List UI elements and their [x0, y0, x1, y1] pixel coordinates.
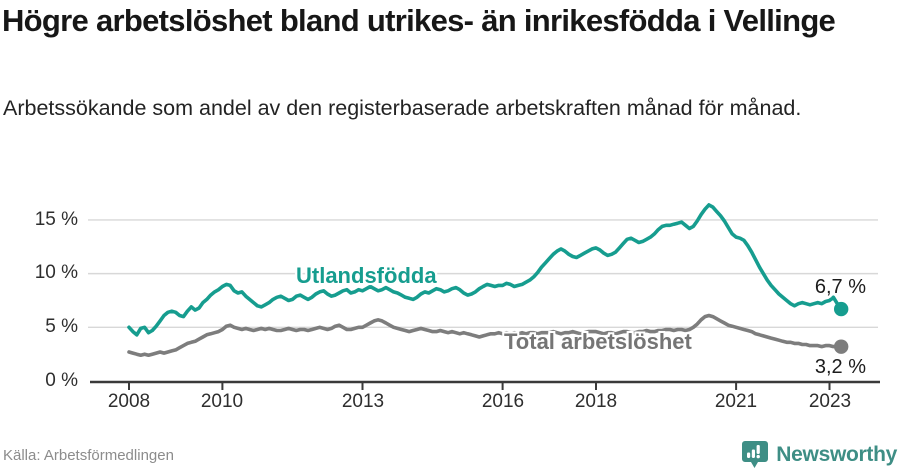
series-label-total-arbetsloshet: Total arbetslöshet	[504, 329, 692, 354]
end-value-label-utlandsfodda: 6,7 %	[814, 276, 866, 298]
x-tick-label-2016: 2016	[481, 391, 525, 412]
y-tick-label-15: 15 %	[34, 209, 78, 230]
newsworthy-logo-icon	[742, 441, 769, 468]
series-label-utlandsfodda: Utlandsfödda	[296, 263, 437, 288]
end-value-label-total: 3,2 %	[814, 356, 866, 378]
data-series-lines	[127, 203, 849, 358]
x-tick-label-2021: 2021	[714, 391, 758, 412]
x-tick-label-2023: 2023	[808, 391, 852, 412]
page-title: Högre arbetslöshet bland utrikes- än inr…	[2, 3, 836, 38]
x-tick-label-2010: 2010	[200, 391, 244, 412]
x-tick-label-2008: 2008	[107, 391, 151, 412]
x-tick-label-2013: 2013	[341, 391, 385, 412]
y-tick-label-5: 5 %	[45, 316, 78, 337]
source-note: Källa: Arbetsförmedlingen	[3, 447, 174, 464]
gridlines	[88, 219, 878, 329]
x-tick-label-2018: 2018	[574, 391, 618, 412]
x-axis	[90, 380, 880, 390]
y-tick-label-0: 0 %	[45, 370, 78, 391]
newsworthy-brand: Newsworthy	[741, 440, 897, 470]
chart-subtitle: Arbetssökande som andel av den registerb…	[3, 96, 802, 120]
y-tick-label-10: 10 %	[34, 262, 78, 283]
newsworthy-wordmark: Newsworthy	[776, 443, 897, 466]
